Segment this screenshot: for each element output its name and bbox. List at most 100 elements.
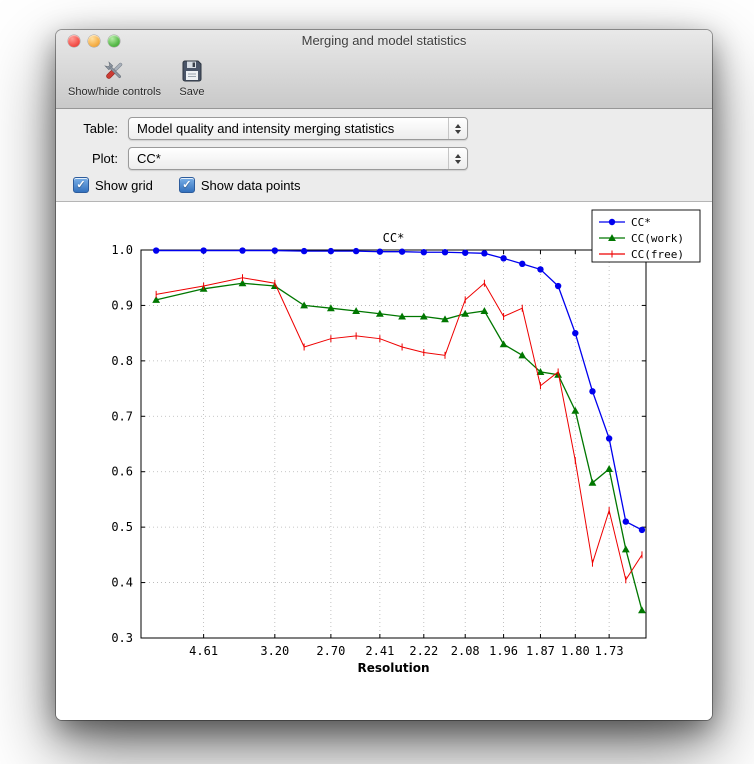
data-point-marker [608,234,616,241]
show-grid-label: Show grid [95,177,153,193]
data-point-marker [621,545,630,553]
y-tick-label: 0.4 [111,576,133,590]
data-point-marker [536,368,545,375]
legend-label: CC(free) [631,248,684,261]
data-point-marker [622,518,629,525]
x-tick-label: 1.87 [526,644,555,658]
chart-title: CC* [383,231,405,245]
controls-panel: Table: Model quality and intensity mergi… [56,109,712,202]
window-header: Merging and model statistics [56,30,712,109]
data-point-marker [398,248,406,255]
data-point-marker [326,304,335,312]
plot-dropdown-value: CC* [137,151,161,166]
x-tick-label: 2.08 [451,644,480,658]
y-tick-label: 1.0 [111,243,133,257]
x-tick-label: 1.73 [595,644,624,658]
table-dropdown[interactable]: Model quality and intensity merging stat… [128,117,468,140]
data-point-marker [300,247,308,255]
dropdown-arrows-icon [448,148,467,169]
x-tick-label: 1.96 [489,644,518,658]
checkbox-row: Show grid Show data points [56,177,712,193]
window-title: Merging and model statistics [301,33,467,48]
x-tick-label: 3.20 [260,644,289,658]
data-point-marker [441,249,449,256]
x-axis-label: Resolution [357,661,429,675]
legend-label: CC(work) [631,232,684,245]
data-point-marker [200,247,207,254]
checkbox-icon [178,177,195,193]
data-point-marker [608,218,616,226]
x-tick-label: 2.22 [409,644,438,658]
save-button[interactable]: Save [179,56,205,98]
data-point-marker [518,351,527,359]
data-point-marker [589,388,596,395]
toolbar-item-label: Show/hide controls [68,86,161,98]
data-point-marker [605,465,614,472]
app-window: Merging and model statistics [56,30,712,720]
data-point-marker [638,606,646,614]
plot-area: 4.61 3.20 2.70 2.41 2.22 2.08 1.96 1.87 1.80 1.73… [56,202,712,720]
series-line [156,249,643,531]
data-point-marker [239,247,246,254]
data-point-marker [588,478,597,486]
series-line [156,282,643,611]
y-tick-label: 0.8 [111,354,133,368]
save-icon [179,56,205,86]
data-point-marker [499,340,508,348]
y-tick-label: 0.7 [111,409,133,423]
table-label: Table: [83,121,118,136]
y-tick-label: 0.3 [111,631,133,645]
show-grid-checkbox[interactable]: Show grid [73,177,153,193]
data-point-marker [327,247,335,255]
data-point-marker [152,247,160,254]
data-point-marker [481,250,488,257]
zoom-button[interactable] [108,35,120,47]
data-point-marker [152,295,161,303]
y-tick-label: 0.5 [111,520,133,534]
x-tick-label: 2.70 [316,644,345,658]
data-point-marker [420,249,427,256]
toolbar-item-label: Save [179,86,205,98]
dropdown-arrows-icon [448,118,467,139]
data-point-marker [571,406,580,414]
data-point-marker [441,315,449,323]
data-point-marker [300,301,309,309]
data-point-marker [572,329,579,337]
data-point-marker [638,526,646,534]
data-point-marker [462,249,469,256]
data-point-marker [398,312,406,320]
y-tick-label: 0.9 [111,298,133,312]
legend-box [591,209,701,263]
x-tick-label: 4.61 [189,644,218,658]
show-hide-controls-button[interactable]: Show/hide controls [68,56,161,98]
chart-svg: 4.61 3.20 2.70 2.41 2.22 2.08 1.96 1.87 1.80 1.73… [111,209,701,675]
x-tick-label: 1.80 [561,644,590,658]
data-point-marker [376,248,384,255]
titlebar[interactable]: Merging and model statistics [56,30,712,52]
data-point-marker [500,255,507,262]
data-point-marker [271,247,279,254]
data-point-marker [480,307,489,314]
data-point-marker [419,312,428,320]
show-data-points-checkbox[interactable]: Show data points [178,177,301,193]
toolbar: Show/hide controls Save [56,52,712,108]
minimize-button[interactable] [88,35,100,47]
plot-dropdown[interactable]: CC* [128,147,468,170]
legend-label: CC* [631,216,651,229]
show-data-points-label: Show data points [200,177,301,193]
data-point-marker [375,309,384,317]
y-tick-label: 0.6 [111,465,133,479]
data-point-marker [238,279,247,287]
table-dropdown-value: Model quality and intensity merging stat… [137,121,395,136]
data-point-marker [605,435,613,442]
data-point-marker [537,266,544,273]
data-point-marker [519,260,526,268]
close-button[interactable] [68,35,80,47]
data-point-marker [554,282,562,290]
plot-row: Plot: CC* [56,147,712,170]
data-point-marker [352,307,361,314]
data-point-marker [461,309,470,317]
tools-icon [101,56,127,86]
plot-frame [140,249,647,639]
